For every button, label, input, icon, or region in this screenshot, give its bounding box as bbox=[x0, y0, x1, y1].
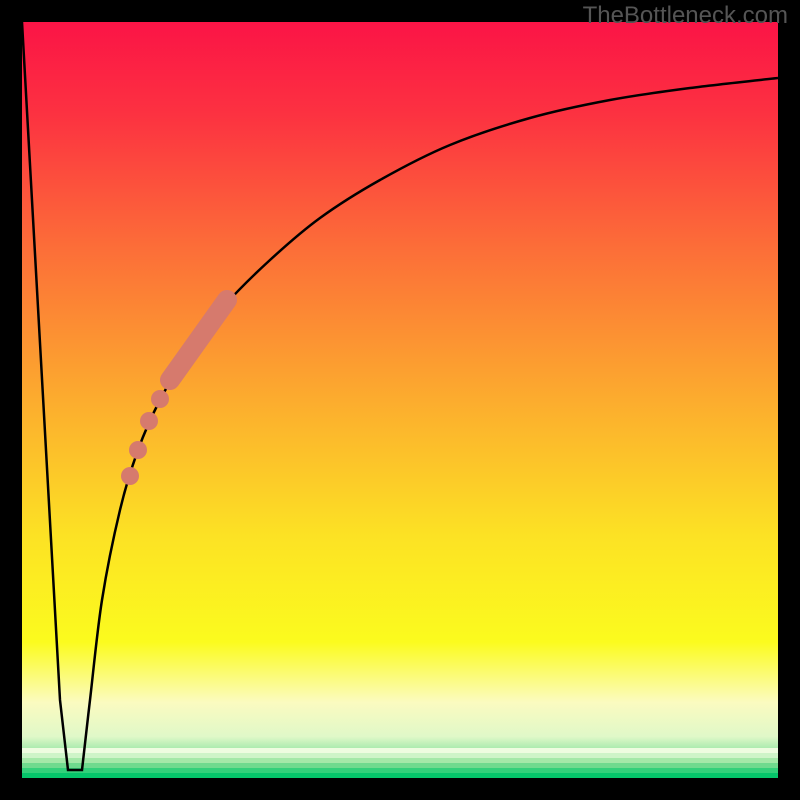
bottleneck-curve-chart bbox=[0, 0, 800, 800]
plot-background-gradient bbox=[22, 22, 778, 778]
chart-container: TheBottleneck.com bbox=[0, 0, 800, 800]
watermark-text: TheBottleneck.com bbox=[583, 2, 788, 30]
bottom-green-bands bbox=[22, 748, 778, 778]
